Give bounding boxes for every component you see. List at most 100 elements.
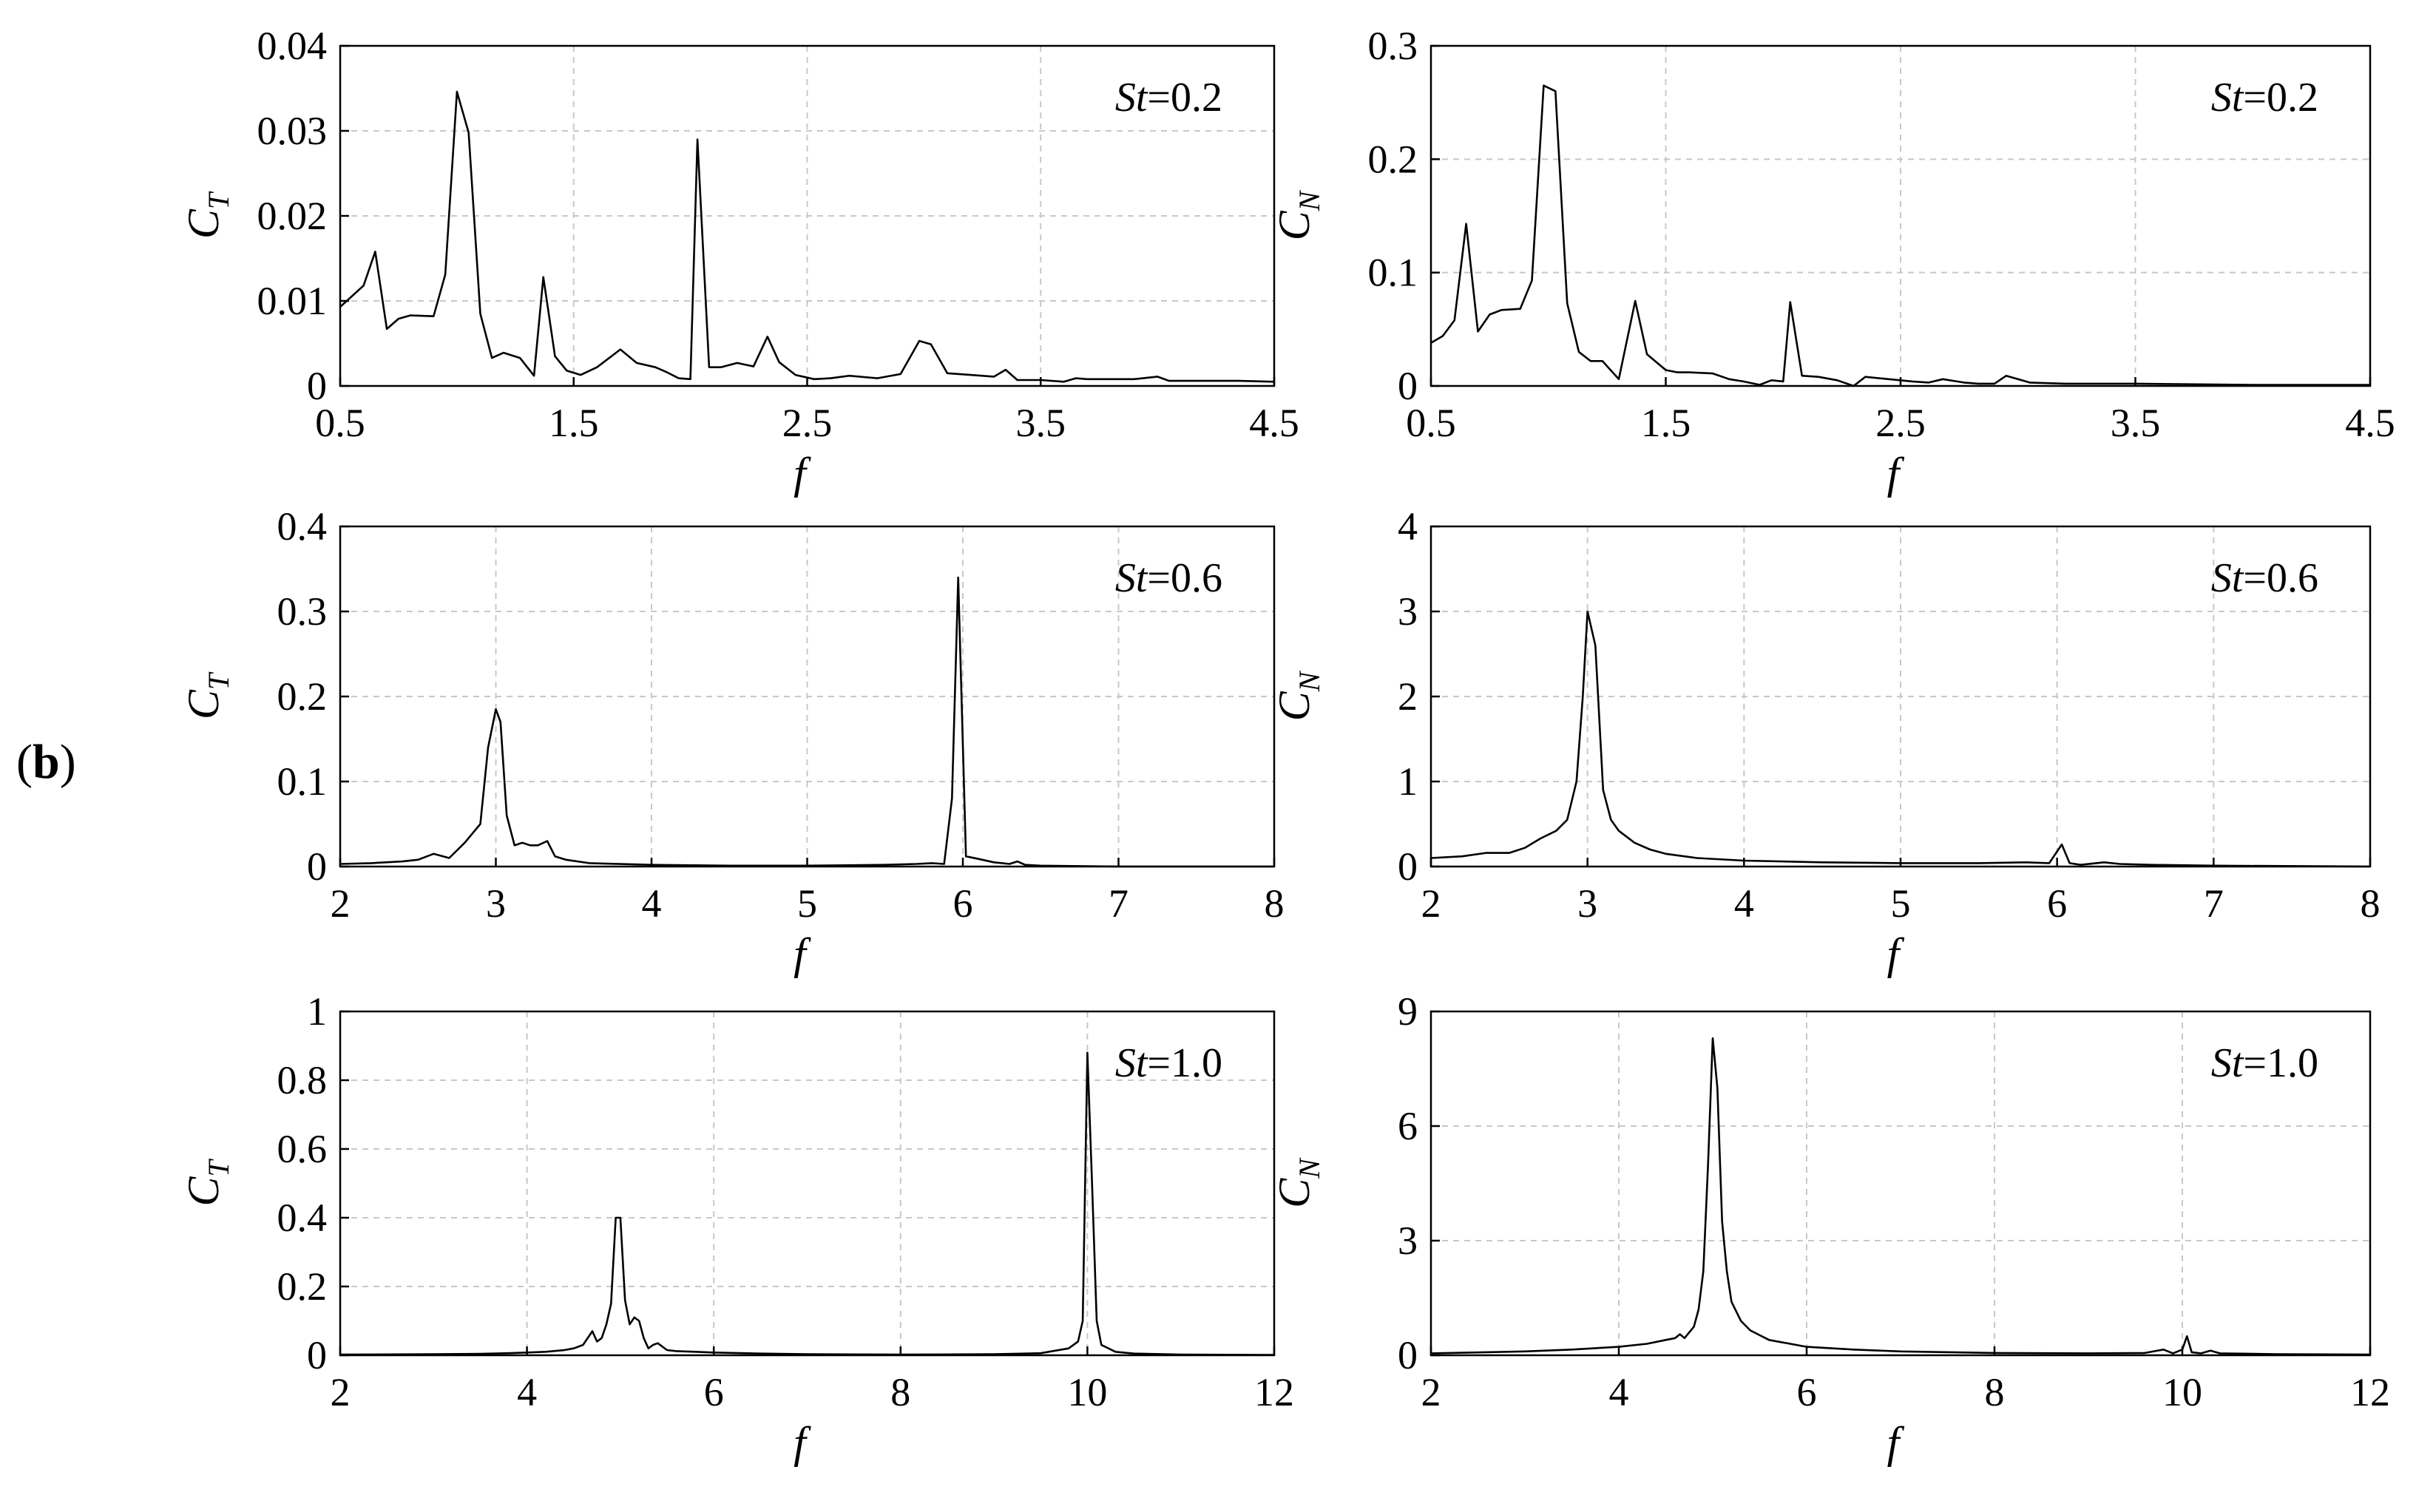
x-tick-label: 12	[1254, 1370, 1294, 1414]
plot-frame	[1429, 1010, 2372, 1357]
y-tick-label: 0.8	[277, 1058, 328, 1102]
x-tick-label: 8	[2361, 881, 2381, 926]
x-tick-label: 3	[486, 881, 506, 926]
y-tick-label: 0.4	[277, 1196, 328, 1240]
y-tick-label: 0.3	[277, 589, 328, 634]
y-tick-label: 0.02	[257, 194, 328, 238]
x-tick-label: 7	[1109, 881, 1129, 926]
series-line	[339, 576, 1274, 868]
x-tick-label: 1.5	[549, 401, 599, 445]
y-axis-label-subscript: N	[1293, 670, 1326, 692]
strouhal-annotation: St=1.0	[1115, 1040, 1222, 1086]
x-tick-label: 2.5	[782, 401, 833, 445]
y-tick-label: 0.2	[1368, 137, 1418, 181]
x-tick-label: 4	[642, 881, 662, 926]
y-tick-label: 0.2	[277, 1264, 328, 1309]
plots-container: 0.5 1.5 2.5 3.5 4.500.010.020.030.04fCTSt=0.…	[179, 24, 2395, 1467]
y-tick-label: 0.1	[277, 759, 328, 804]
y-tick-label: 0	[307, 844, 327, 889]
x-tick-label: 5	[797, 881, 817, 926]
x-tick-label: 8	[1265, 881, 1285, 926]
x-tick-label: 6	[2047, 881, 2067, 926]
x-tick-label: 8	[1985, 1370, 2005, 1414]
series-line	[1430, 610, 2371, 868]
series-line	[339, 1051, 1275, 1356]
panel-label: (b)	[16, 735, 76, 789]
y-axis-label: CN	[1270, 670, 1326, 721]
x-axis-label: f	[1887, 449, 1905, 498]
x-tick-label: 7	[2204, 881, 2224, 926]
y-tick-label: 0.3	[1368, 24, 1418, 68]
y-tick-label: 0.2	[277, 674, 328, 719]
x-tick-label: 3.5	[2111, 401, 2161, 445]
y-tick-label: 3	[1398, 1218, 1418, 1263]
y-axis-label: CN	[1270, 1157, 1326, 1208]
strouhal-annotation: St=0.6	[1115, 555, 1222, 601]
y-axis-label: CT	[179, 191, 235, 239]
x-tick-label: 4	[1609, 1370, 1629, 1414]
plot-1: 0.5 1.5 2.5 3.5 4.5 0 0.01 0.02 0.03 0.04 f CT St=0.…	[179, 24, 1299, 498]
series-line	[339, 90, 1275, 383]
strouhal-symbol: St	[2211, 75, 2244, 121]
strouhal-symbol: St	[1115, 75, 1148, 121]
y-axis-label-main: C	[1270, 1178, 1319, 1208]
y-axis-label-main: C	[1270, 691, 1319, 721]
y-tick-label: 0.01	[257, 279, 328, 323]
y-tick-label: 1	[307, 989, 327, 1034]
x-tick-label: 10	[1067, 1370, 1107, 1414]
x-tick-label: 4.5	[1249, 401, 1299, 445]
y-tick-label: 0	[307, 364, 327, 408]
x-tick-label: 5	[1891, 881, 1911, 926]
y-tick-label: 0.1	[1368, 251, 1418, 295]
y-axis-label-main: C	[179, 689, 228, 719]
strouhal-value: =1.0	[1147, 1040, 1222, 1086]
x-axis-label: f	[794, 449, 811, 498]
strouhal-annotation: St=0.2	[2211, 75, 2318, 121]
x-tick-label: 4	[517, 1370, 537, 1414]
y-tick-label: 3	[1398, 589, 1418, 634]
x-tick-label: 4	[1734, 881, 1754, 926]
plot-5: 2 4 6 8 10 12 0 0.2 0.4 0.6 0.8 1 f CT St=1.0	[179, 989, 1294, 1467]
y-tick-label: 0	[1398, 844, 1418, 889]
strouhal-value: =0.2	[1147, 75, 1222, 121]
y-tick-label: 0	[1398, 364, 1418, 408]
y-tick-label: 2	[1398, 674, 1418, 719]
strouhal-symbol: St	[1115, 1040, 1148, 1086]
y-tick-label: 1	[1398, 759, 1418, 804]
x-tick-label: 3	[1577, 881, 1597, 926]
strouhal-symbol: St	[2211, 555, 2244, 601]
y-axis-label-subscript: T	[202, 1159, 235, 1177]
y-tick-label: 0	[307, 1333, 327, 1377]
x-tick-label: 2	[1421, 1370, 1441, 1414]
x-tick-label: 2	[1421, 881, 1441, 926]
x-tick-label: 2.5	[1875, 401, 1926, 445]
x-axis-label: f	[1887, 929, 1905, 978]
x-tick-label: 4.5	[2345, 401, 2395, 445]
y-tick-label: 6	[1398, 1104, 1418, 1148]
plot-2: 0.5 1.5 2.5 3.5 4.5 0 0.1 0.2 0.3 f CN St=0.2	[1270, 24, 2395, 498]
x-tick-label: 1.5	[1641, 401, 1691, 445]
strouhal-annotation: St=0.2	[1115, 75, 1222, 121]
strouhal-annotation: St=0.6	[2211, 555, 2318, 601]
strouhal-value: =0.2	[2243, 75, 2318, 121]
series-line	[1430, 84, 2370, 387]
plot-frame	[339, 1010, 1276, 1357]
x-tick-label: 6	[953, 881, 973, 926]
strouhal-symbol: St	[1115, 555, 1148, 601]
plot-3: 2 3 4 5 6 7 8 0 0.1 0.2 0.3 0.4 f CT St=0.6	[179, 504, 1285, 978]
panel-label-close: )	[60, 735, 76, 789]
y-tick-label: 0.4	[277, 504, 328, 549]
y-tick-label: 0.03	[257, 109, 328, 153]
x-axis-label: f	[794, 1418, 811, 1467]
y-tick-label: 0.04	[257, 24, 328, 68]
x-tick-label: 10	[2162, 1370, 2202, 1414]
y-axis-label: CN	[1270, 189, 1326, 240]
y-axis-label-subscript: N	[1293, 189, 1326, 211]
x-tick-label: 3.5	[1016, 401, 1066, 445]
plot-4: 2 3 4 5 6 7 8 0 1 2 3 4 f CN St=0.6	[1270, 504, 2381, 978]
x-axis-label: f	[794, 929, 811, 978]
y-tick-label: 4	[1398, 504, 1418, 549]
y-axis-label-main: C	[179, 209, 228, 239]
y-axis-label-subscript: T	[202, 191, 235, 209]
